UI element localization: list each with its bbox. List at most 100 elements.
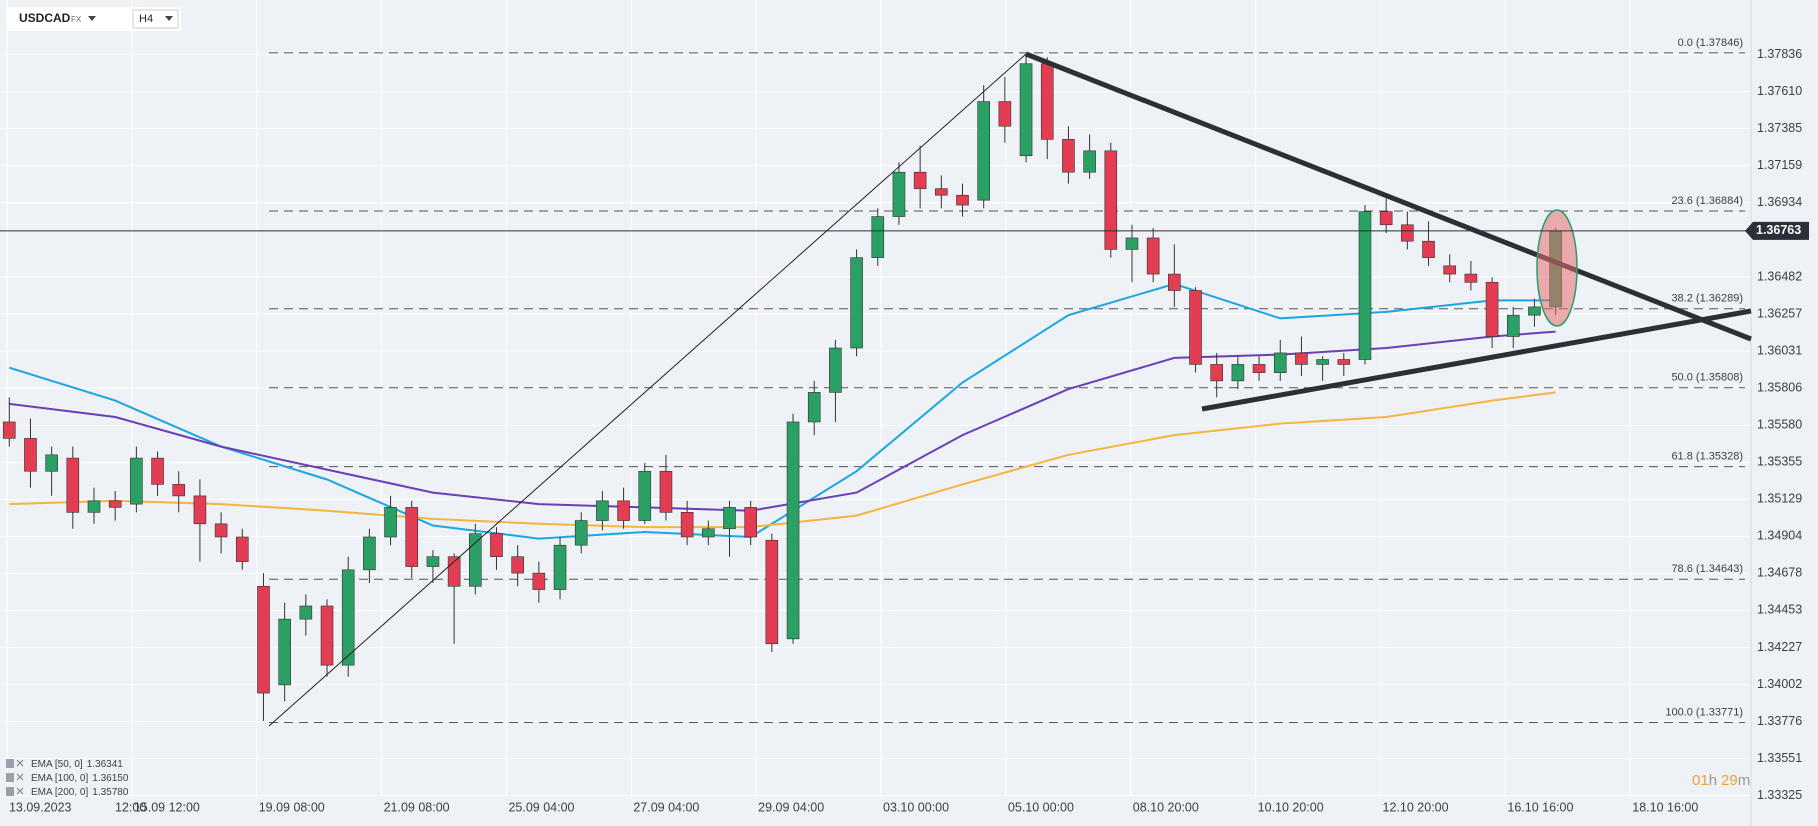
x-tick-label: 13.09.2023 12:00 — [9, 800, 146, 814]
grid — [0, 0, 1752, 826]
candle-body — [1231, 364, 1245, 382]
y-tick-label: 1.37836 — [1757, 47, 1802, 61]
candle-body — [723, 507, 736, 530]
fib-label: 78.6 (1.34643) — [1671, 563, 1743, 575]
candle-body — [426, 556, 440, 567]
candle-body — [892, 171, 906, 217]
dropdown-arrow[interactable] — [165, 16, 173, 21]
candle-body — [1168, 273, 1181, 291]
candle-body — [765, 539, 779, 645]
x-tick-label: 18.10 16:00 — [1632, 800, 1698, 814]
candle-body — [405, 507, 419, 567]
candle-body — [935, 188, 948, 196]
fib-label: 50.0 (1.35808) — [1671, 372, 1743, 384]
legend-name: EMA [100, 0] — [31, 773, 88, 784]
candle-body — [66, 457, 80, 513]
y-tick-label: 1.35129 — [1757, 492, 1802, 506]
candle-body — [956, 194, 969, 206]
candle-body — [871, 216, 885, 258]
fib-anchor-line — [268, 53, 1027, 727]
y-tick-label: 1.36257 — [1757, 306, 1802, 320]
candle-body — [702, 528, 715, 538]
y-tick-label: 1.34227 — [1757, 640, 1802, 654]
candle-body — [2, 421, 16, 439]
x-tick-label: 10.10 20:00 — [1258, 800, 1324, 814]
candle-body — [24, 438, 37, 472]
candle-body — [553, 544, 567, 590]
candle-body — [151, 457, 164, 485]
y-tick-label: 1.36482 — [1757, 269, 1802, 283]
candle-body — [596, 500, 609, 521]
candle-body — [1104, 150, 1118, 250]
y-tick-label: 1.34002 — [1757, 677, 1802, 691]
legend-close — [16, 773, 24, 781]
fib-label: 0.0 (1.37846) — [1678, 37, 1743, 49]
fib-label: 38.2 (1.36289) — [1671, 293, 1743, 305]
timeframe[interactable]: H4 — [139, 13, 153, 25]
x-tick-label: 29.09 04:00 — [758, 800, 824, 814]
y-tick-label: 1.36031 — [1757, 343, 1802, 357]
trendline-upper — [1025, 51, 1752, 342]
y-tick-label: 1.34453 — [1757, 603, 1802, 617]
legend-name: EMA [200, 0] — [31, 787, 88, 798]
fib-label: 23.6 (1.36884) — [1671, 195, 1743, 207]
candle-body — [108, 500, 122, 508]
candle-body — [1379, 211, 1393, 226]
candle-body — [1422, 240, 1435, 258]
x-tick-label: 15.09 12:00 — [134, 800, 200, 814]
candle-body — [363, 536, 376, 571]
candle-body — [1273, 352, 1287, 373]
ema-line — [9, 330, 1556, 512]
candle-body — [1528, 306, 1541, 316]
y-tick-label: 1.37385 — [1757, 121, 1802, 135]
dropdown-arrow[interactable] — [88, 16, 96, 21]
ema-line — [9, 391, 1556, 529]
x-tick-label: 12.10 20:00 — [1383, 800, 1449, 814]
candle-body — [45, 454, 58, 472]
legend-value: 1.36150 — [92, 773, 129, 784]
candle-body — [1083, 150, 1096, 173]
candle-body — [1485, 281, 1499, 337]
legend-entry: EMA [200, 0] 1.35780 — [31, 787, 129, 798]
candle-body — [257, 585, 270, 694]
x-tick-label: 03.10 00:00 — [883, 800, 949, 814]
y-tick-label: 1.35806 — [1757, 380, 1802, 394]
candle-body — [807, 392, 821, 423]
candle-body — [659, 470, 673, 513]
plot — [2, 52, 1745, 723]
legend-icon — [6, 787, 14, 796]
candle-body — [1146, 237, 1160, 275]
candle-body — [299, 605, 313, 620]
timeframe-box[interactable] — [132, 9, 179, 29]
candle-body — [617, 500, 630, 521]
y-tick-label: 1.37159 — [1757, 158, 1802, 172]
candle-body — [172, 484, 186, 497]
candle-body — [87, 500, 101, 513]
candle-body — [130, 457, 143, 505]
candle-body — [1062, 139, 1075, 173]
candle-body — [1358, 211, 1372, 360]
y-tick-label: 1.36934 — [1757, 195, 1802, 209]
candle-body — [850, 257, 863, 349]
y-tick-label: 1.33776 — [1757, 714, 1802, 728]
candle-body — [511, 556, 524, 574]
x-tick-label: 25.09 04:00 — [508, 800, 574, 814]
candle-body — [235, 536, 249, 562]
countdown: 01h 29m — [1692, 772, 1750, 789]
legend-close — [16, 759, 24, 767]
candle-body — [1316, 359, 1329, 365]
candle-body — [638, 470, 652, 521]
candle-body — [341, 569, 355, 666]
candle-body — [1040, 63, 1054, 140]
candle-body — [1443, 265, 1457, 275]
candle-body — [786, 421, 800, 640]
y-tick-label: 1.35580 — [1757, 418, 1802, 432]
candle-body — [1401, 224, 1414, 242]
legend-value: 1.36341 — [87, 759, 124, 770]
candle-body — [1506, 314, 1520, 337]
y-tick-label: 1.35355 — [1757, 455, 1802, 469]
symbol[interactable]: USDCAD — [19, 11, 71, 25]
legend-name: EMA [50, 0] — [31, 759, 83, 770]
y-tick-label: 1.33325 — [1757, 788, 1802, 802]
candle-body — [278, 618, 291, 686]
